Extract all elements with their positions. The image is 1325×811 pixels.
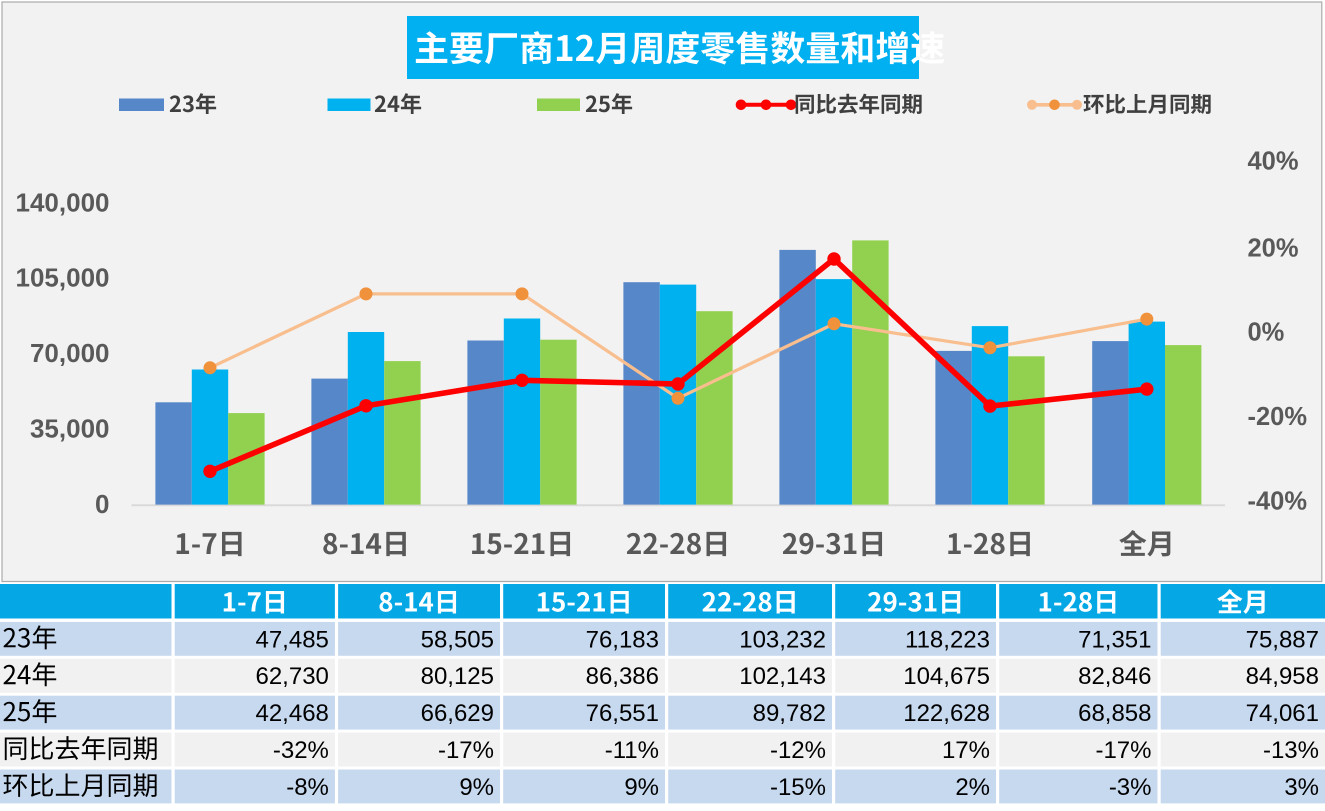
svg-text:3%: 3% <box>1284 774 1319 801</box>
svg-text:35,000: 35,000 <box>30 414 110 444</box>
svg-text:76,183: 76,183 <box>586 626 659 653</box>
svg-text:0%: 0% <box>1248 319 1285 347</box>
svg-text:-15%: -15% <box>770 774 826 801</box>
svg-text:103,232: 103,232 <box>739 626 826 653</box>
svg-text:68,858: 68,858 <box>1078 700 1151 727</box>
svg-text:74,061: 74,061 <box>1246 700 1319 727</box>
svg-text:140,000: 140,000 <box>16 188 110 218</box>
svg-text:82,846: 82,846 <box>1078 663 1151 690</box>
svg-text:84,958: 84,958 <box>1246 663 1319 690</box>
svg-text:2%: 2% <box>955 774 990 801</box>
svg-text:66,629: 66,629 <box>421 700 494 727</box>
svg-text:-8%: -8% <box>286 774 329 801</box>
svg-text:102,143: 102,143 <box>739 663 826 690</box>
svg-text:-17%: -17% <box>1095 737 1151 764</box>
svg-text:-17%: -17% <box>438 737 494 764</box>
svg-text:20%: 20% <box>1248 234 1299 262</box>
svg-text:-12%: -12% <box>770 737 826 764</box>
svg-text:47,485: 47,485 <box>255 626 328 653</box>
svg-text:-32%: -32% <box>273 737 329 764</box>
svg-text:105,000: 105,000 <box>16 263 110 293</box>
svg-text:40%: 40% <box>1248 148 1299 176</box>
svg-text:86,386: 86,386 <box>586 663 659 690</box>
svg-text:-20%: -20% <box>1248 403 1308 431</box>
svg-text:62,730: 62,730 <box>255 663 328 690</box>
svg-text:89,782: 89,782 <box>753 700 826 727</box>
svg-text:0: 0 <box>95 489 109 519</box>
svg-text:75,887: 75,887 <box>1246 626 1319 653</box>
svg-text:70,000: 70,000 <box>30 338 110 368</box>
svg-text:42,468: 42,468 <box>255 700 328 727</box>
svg-text:17%: 17% <box>942 737 990 764</box>
svg-text:-3%: -3% <box>1109 774 1152 801</box>
svg-text:9%: 9% <box>624 774 659 801</box>
svg-text:58,505: 58,505 <box>421 626 494 653</box>
svg-text:-13%: -13% <box>1263 737 1319 764</box>
svg-text:71,351: 71,351 <box>1078 626 1151 653</box>
svg-text:-11%: -11% <box>605 737 659 764</box>
svg-text:-40%: -40% <box>1248 488 1308 516</box>
svg-text:104,675: 104,675 <box>903 663 990 690</box>
svg-text:118,223: 118,223 <box>905 626 990 653</box>
svg-text:76,551: 76,551 <box>586 700 659 727</box>
svg-text:80,125: 80,125 <box>421 663 494 690</box>
svg-text:122,628: 122,628 <box>903 700 990 727</box>
svg-text:9%: 9% <box>459 774 494 801</box>
